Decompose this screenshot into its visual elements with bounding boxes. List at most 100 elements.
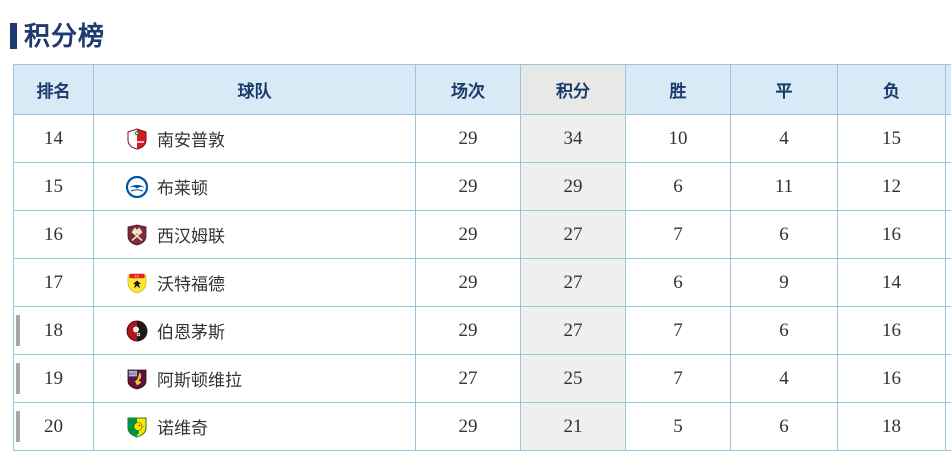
clipped-cell — [945, 402, 951, 451]
team-inner: FC 沃特福德 — [94, 270, 415, 295]
table-row: 14 南安普敦 29 34 10 4 15 — [13, 114, 951, 163]
draws-cell: 4 — [730, 354, 838, 403]
draws-cell: 6 — [730, 402, 838, 451]
played-cell: 29 — [415, 306, 521, 355]
team-cell[interactable]: AVFC 阿斯顿维拉 — [93, 354, 416, 403]
standings-table: 排名 球队 场次 积分 胜 平 负 14 南安普敦 29 34 10 4 15 15 布莱顿 29… — [13, 64, 951, 451]
team-cell[interactable]: 南安普敦 — [93, 114, 416, 163]
team-inner: 诺维奇 — [94, 414, 415, 439]
rank-cell: 15 — [13, 162, 94, 211]
wins-cell: 7 — [625, 306, 731, 355]
header-team: 球队 — [93, 64, 416, 115]
points-cell: 27 — [520, 258, 626, 307]
played-cell: 29 — [415, 258, 521, 307]
table-row: 19 AVFC 阿斯顿维拉 27 25 7 4 16 — [13, 354, 951, 403]
rank-cell: 17 — [13, 258, 94, 307]
rank-cell: 19 — [13, 354, 94, 403]
draws-cell: 4 — [730, 114, 838, 163]
rank-cell: 16 — [13, 210, 94, 259]
team-logo-southampton-icon — [126, 127, 148, 150]
played-cell: 29 — [415, 402, 521, 451]
header-wins: 胜 — [625, 64, 731, 115]
page-title: 积分榜 — [10, 21, 105, 51]
svg-text:AVFC: AVFC — [129, 371, 138, 375]
team-inner: 西汉姆联 — [94, 222, 415, 247]
team-inner: AVFC 阿斯顿维拉 — [94, 366, 415, 391]
team-inner: 南安普敦 — [94, 126, 415, 151]
team-name: 沃特福德 — [157, 275, 225, 294]
header-rank: 排名 — [13, 64, 94, 115]
points-cell: 29 — [520, 162, 626, 211]
header-clipped-column — [945, 64, 951, 115]
rank-cell: 18 — [13, 306, 94, 355]
relegation-marker — [16, 363, 20, 394]
title-accent-bar — [10, 23, 17, 49]
team-inner: 布莱顿 — [94, 174, 415, 199]
header-losses: 负 — [837, 64, 946, 115]
played-cell: 29 — [415, 210, 521, 259]
team-name: 伯恩茅斯 — [157, 323, 225, 342]
draws-cell: 9 — [730, 258, 838, 307]
losses-cell: 14 — [837, 258, 946, 307]
losses-cell: 16 — [837, 306, 946, 355]
svg-text:FC: FC — [135, 274, 140, 278]
wins-cell: 7 — [625, 210, 731, 259]
team-logo-westham-icon — [126, 224, 148, 246]
team-name: 布莱顿 — [157, 179, 208, 198]
table-row: 18 伯恩茅斯 29 27 7 6 16 — [13, 306, 951, 355]
rank-cell: 14 — [13, 114, 94, 163]
losses-cell: 15 — [837, 114, 946, 163]
page-title-text: 积分榜 — [24, 21, 106, 51]
played-cell: 29 — [415, 162, 521, 211]
team-cell[interactable]: FC 沃特福德 — [93, 258, 416, 307]
table-row: 15 布莱顿 29 29 6 11 12 — [13, 162, 951, 211]
losses-cell: 16 — [837, 210, 946, 259]
team-cell[interactable]: 诺维奇 — [93, 402, 416, 451]
team-cell[interactable]: 西汉姆联 — [93, 210, 416, 259]
standings-table-wrap: 排名 球队 场次 积分 胜 平 负 14 南安普敦 29 34 10 4 15 15 布莱顿 29… — [13, 64, 951, 451]
wins-cell: 6 — [625, 162, 731, 211]
draws-cell: 11 — [730, 162, 838, 211]
relegation-marker — [16, 411, 20, 442]
wins-cell: 10 — [625, 114, 731, 163]
rank-cell: 20 — [13, 402, 94, 451]
played-cell: 29 — [415, 114, 521, 163]
header-points: 积分 — [520, 64, 626, 115]
losses-cell: 18 — [837, 402, 946, 451]
losses-cell: 16 — [837, 354, 946, 403]
clipped-cell — [945, 258, 951, 307]
clipped-cell — [945, 162, 951, 211]
clipped-cell — [945, 354, 951, 403]
points-cell: 27 — [520, 210, 626, 259]
losses-cell: 12 — [837, 162, 946, 211]
wins-cell: 7 — [625, 354, 731, 403]
clipped-cell — [945, 210, 951, 259]
draws-cell: 6 — [730, 306, 838, 355]
team-inner: 伯恩茅斯 — [94, 318, 415, 343]
clipped-cell — [945, 306, 951, 355]
table-row: 20 诺维奇 29 21 5 6 18 — [13, 402, 951, 451]
played-cell: 27 — [415, 354, 521, 403]
clipped-cell — [945, 114, 951, 163]
wins-cell: 5 — [625, 402, 731, 451]
team-logo-norwich-icon — [126, 416, 148, 438]
points-cell: 21 — [520, 402, 626, 451]
points-cell: 25 — [520, 354, 626, 403]
relegation-marker — [16, 315, 20, 346]
team-name: 诺维奇 — [157, 419, 208, 438]
team-logo-watford-icon: FC — [126, 272, 148, 294]
table-row: 17 FC 沃特福德 29 27 6 9 14 — [13, 258, 951, 307]
team-name: 南安普敦 — [157, 131, 225, 150]
points-cell: 34 — [520, 114, 626, 163]
header-played: 场次 — [415, 64, 521, 115]
team-cell[interactable]: 布莱顿 — [93, 162, 416, 211]
team-logo-bournemouth-icon — [126, 320, 148, 342]
draws-cell: 6 — [730, 210, 838, 259]
team-logo-astonvilla-icon: AVFC — [126, 368, 148, 390]
team-name: 西汉姆联 — [157, 227, 225, 246]
header-row: 排名 球队 场次 积分 胜 平 负 — [13, 64, 951, 115]
wins-cell: 6 — [625, 258, 731, 307]
team-logo-brighton-icon — [126, 175, 148, 198]
points-cell: 27 — [520, 306, 626, 355]
team-cell[interactable]: 伯恩茅斯 — [93, 306, 416, 355]
